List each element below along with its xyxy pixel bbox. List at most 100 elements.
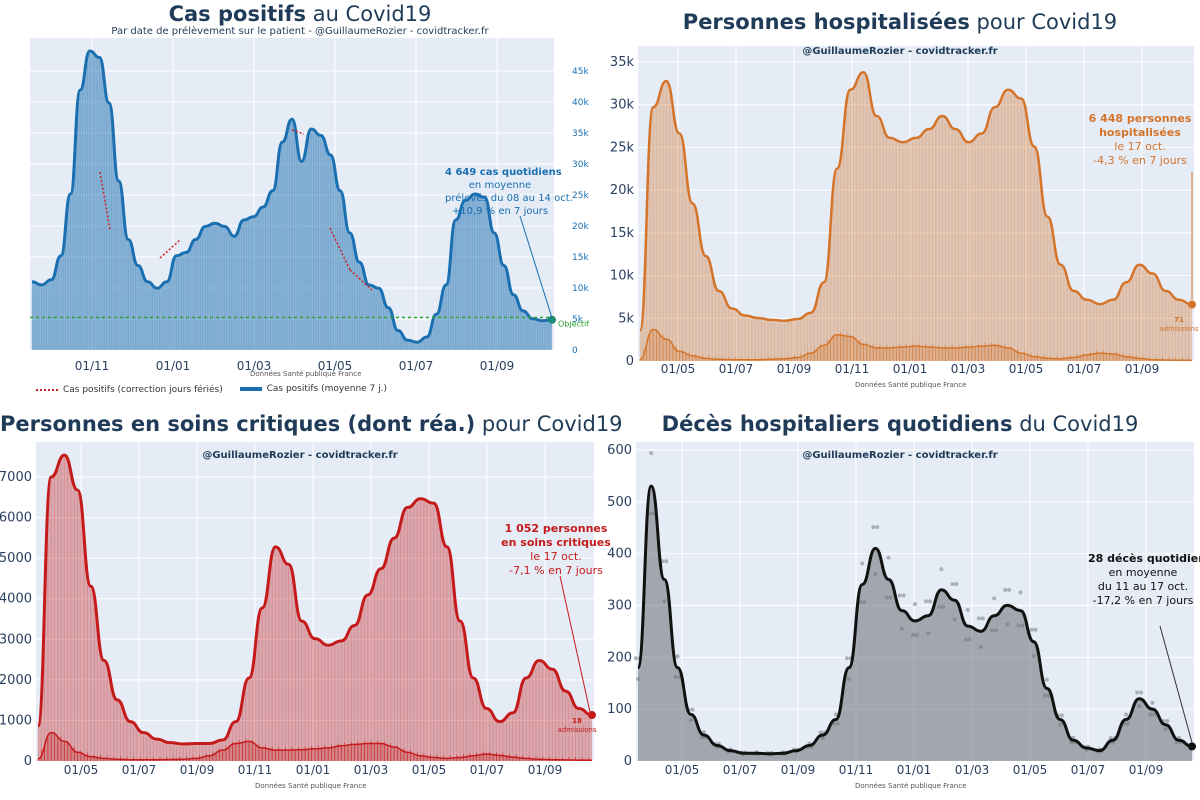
y-tick-label: 0	[624, 754, 632, 769]
scatter-point	[976, 616, 981, 621]
scatter-point	[675, 654, 680, 659]
x-tick-label: 01/07	[399, 359, 434, 373]
scatter-point	[860, 561, 865, 566]
y-tick-label: 5k	[618, 311, 634, 326]
x-tick-label: 01/05	[412, 763, 447, 777]
admissions-label: 71 admissions	[1154, 316, 1200, 334]
annotation-line-1: 28 décès quotidiens	[1088, 552, 1200, 565]
title-bold: Cas positifs	[168, 2, 307, 26]
y-tick-label: 400	[607, 547, 632, 562]
scatter-point	[980, 616, 985, 621]
y-tick-label: 7000	[0, 470, 32, 485]
x-tick-label: 01/03	[955, 763, 990, 777]
last-point-marker	[1188, 300, 1196, 309]
x-tick-label: 01/07	[470, 763, 505, 777]
annotation-arrow	[519, 215, 553, 319]
scatter-point	[1044, 677, 1049, 682]
annotation-line-3: du 11 au 17 oct.	[1097, 580, 1189, 593]
title-bold: Décès hospitaliers quotidiens	[661, 412, 1013, 436]
x-tick-label: 01/01	[897, 763, 932, 777]
series-area	[638, 486, 1192, 761]
admissions-line	[639, 328, 1193, 362]
scatter-point	[1150, 700, 1155, 705]
x-tick-label: 01/03	[354, 763, 389, 777]
data-source: Données Santé publique France	[855, 381, 967, 389]
x-tick-label: 01/09	[1125, 362, 1160, 376]
legend-label: Cas positifs (moyenne 7 j.)	[266, 384, 388, 394]
data-source: Données Santé publique France	[855, 782, 967, 790]
y-tick-label: 0	[626, 354, 634, 369]
y-tick-label: 3000	[0, 632, 32, 647]
chart-subtitle: @GuillaumeRozier - covidtracker.fr	[202, 450, 398, 461]
legend-swatch-line	[239, 387, 262, 391]
annotation-arrow	[559, 575, 591, 713]
scatter-point	[844, 656, 849, 661]
annotation-line-2: en soins critiques	[501, 536, 611, 549]
annotation-line-1: 1 052 personnes	[504, 522, 608, 535]
scatter-point	[901, 593, 906, 598]
annotation-line-3: le 17 oct.	[530, 550, 582, 563]
y-tick-label: 35k	[572, 129, 589, 139]
x-tick-label: 01/03	[951, 362, 986, 376]
annotation-deces: 28 décès quotidiens en moyenne du 11 au …	[1088, 552, 1200, 608]
legend-swatch-dotted	[36, 389, 58, 391]
chart-panel-cas-positifs: 01/11 01/01 01/03 01/05 01/07 01/09 45k 40k 35k 3…	[0, 0, 600, 400]
scatter-point	[897, 593, 902, 598]
x-tick-label: 01/05	[661, 362, 696, 376]
chart-panel-hospitalisations: 01/05 01/07 01/09 01/11 01/01 01/03 01/05 01/07…	[600, 0, 1200, 400]
correction-segment	[159, 239, 181, 259]
scatter-point	[1059, 713, 1064, 718]
scatter-point	[664, 559, 669, 564]
scatter-point	[833, 712, 838, 717]
title-rest: pour Covid19	[969, 10, 1118, 34]
series-line	[638, 70, 1193, 332]
chart-hospitalisations: 01/05 01/07 01/09 01/11 01/01 01/03 01/05 01/07…	[610, 46, 1196, 376]
annotation-line-4: +10,9 % en 7 jours	[451, 206, 549, 217]
chart-title: Cas positifs au Covid19	[0, 2, 600, 26]
y-tick-label: 100	[607, 702, 632, 717]
chart-cas-positifs: 01/11 01/01 01/03 01/05 01/07 01/09 45k 40k 35k 3…	[30, 38, 589, 373]
legend-item-moyenne[interactable]: Cas positifs (moyenne 7 j.)	[239, 384, 388, 394]
y-tick-label: 5k	[572, 315, 584, 325]
series-line	[31, 49, 553, 344]
x-tick-label: 01/01	[156, 359, 191, 373]
correction-segment	[349, 269, 373, 291]
scatter-point	[1029, 627, 1034, 632]
y-tick-label: 600	[607, 443, 632, 458]
y-tick-label: 30k	[572, 160, 589, 170]
legend-label: Cas positifs (correction jours fériés)	[63, 385, 223, 395]
scatter-point	[913, 602, 917, 607]
scatter-point	[886, 555, 891, 560]
series-area	[32, 51, 552, 350]
x-tick-label: 01/09	[777, 362, 812, 376]
y-tick-label: 45k	[572, 67, 589, 77]
scatter-point	[649, 451, 654, 456]
scatter-point	[701, 729, 706, 734]
annotation-line-2: en moyenne	[468, 180, 532, 191]
x-tick-label: 01/05	[64, 763, 99, 777]
chart-panel-soins-critiques: 01/05 01/07 01/09 01/11 01/01 01/03 01/05 01/07…	[0, 400, 623, 800]
y-tick-label: 0	[24, 754, 32, 769]
objective-label: Objectif	[558, 320, 589, 329]
legend-item-correction[interactable]: Cas positifs (correction jours fériés)	[36, 385, 223, 395]
last-point-marker	[1188, 742, 1196, 751]
x-tick-label: 01/07	[1071, 763, 1106, 777]
y-tick-label: 35k	[610, 55, 635, 70]
annotation-line-4: -17,2 % en 7 jours	[1092, 594, 1194, 607]
chart-panel-deces: 01/05 01/07 01/09 01/11 01/01 01/03 01/05 01/07…	[600, 400, 1200, 800]
series-area	[38, 455, 592, 761]
plot-background	[36, 442, 594, 761]
scatter-point	[1139, 690, 1144, 695]
admissions-text: admissions	[1159, 325, 1199, 333]
scatter-point	[633, 656, 638, 661]
admissions-label: 18 admissions	[552, 717, 602, 735]
x-tick-label: 01/09	[781, 763, 816, 777]
x-tick-label: 01/11	[835, 362, 870, 376]
y-tick-label: 25k	[572, 191, 589, 201]
scatter-point	[690, 707, 695, 712]
y-tick-label: 20k	[572, 222, 589, 232]
correction-segment	[99, 171, 111, 231]
chart-title: Personnes hospitalisées pour Covid19	[600, 10, 1200, 34]
scatter-point	[1003, 587, 1008, 592]
x-tick-label: 01/01	[893, 362, 928, 376]
